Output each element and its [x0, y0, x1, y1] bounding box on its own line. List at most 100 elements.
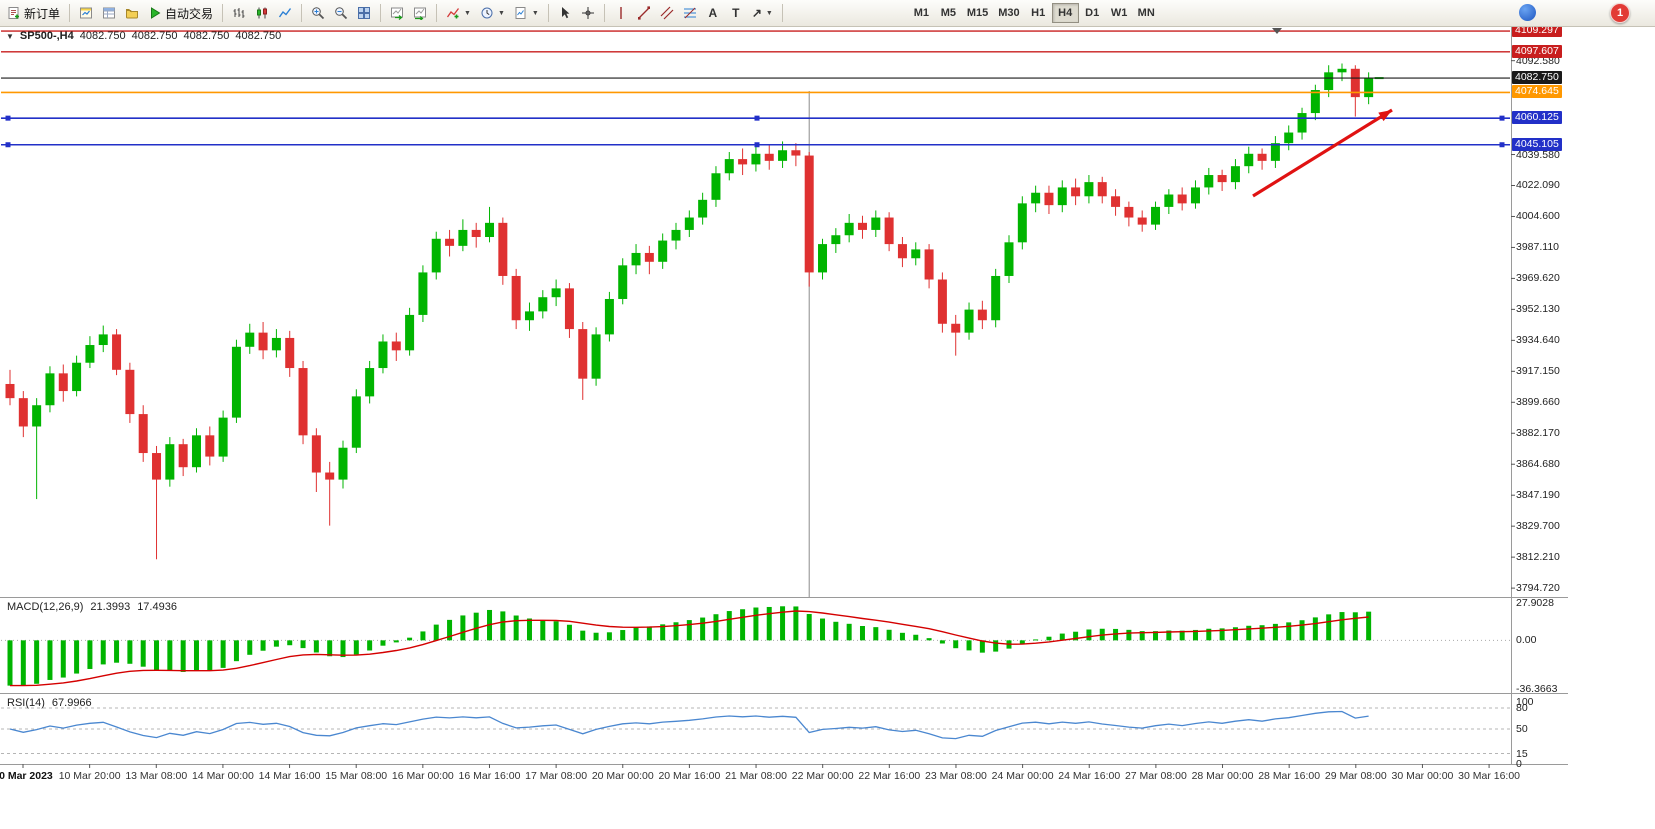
vertical-line-tool-button[interactable] [610, 2, 632, 24]
time-axis-label[interactable]: 15 Mar 08:00 [325, 770, 388, 782]
time-axis-label[interactable]: 10 Mar 20:00 [58, 770, 121, 782]
trendline-tool-button[interactable] [633, 2, 655, 24]
time-axis-label[interactable]: 17 Mar 08:00 [525, 770, 588, 782]
zoom-in-button[interactable] [307, 2, 329, 24]
toolbar-separator [547, 4, 549, 22]
price-line-badge: 4060.125 [1512, 111, 1562, 125]
timeframe-m30-button[interactable]: M30 [993, 3, 1024, 23]
time-axis-label[interactable]: 28 Mar 16:00 [1258, 770, 1321, 782]
zoom-out-button[interactable] [330, 2, 352, 24]
time-axis-label[interactable]: 24 Mar 16:00 [1058, 770, 1121, 782]
blue-circle-icon[interactable] [1519, 4, 1536, 21]
time-axis-label[interactable]: 13 Mar 08:00 [125, 770, 188, 782]
time-axis-label[interactable]: 24 Mar 00:00 [991, 770, 1054, 782]
fibonacci-tool-button[interactable] [679, 2, 701, 24]
auto-trading-label: 自动交易 [165, 6, 214, 21]
candlestick-chart-button[interactable] [251, 2, 273, 24]
bar-chart-icon [233, 8, 245, 18]
periods-button[interactable]: ▼ [476, 2, 509, 24]
auto-trading-icon [151, 7, 161, 19]
time-axis-label[interactable]: 16 Mar 16:00 [458, 770, 521, 782]
chart-title: ▼ SP500-,H4 4082.750 4082.750 4082.750 4… [6, 30, 281, 42]
auto-scroll-button[interactable] [386, 2, 408, 24]
timeframe-d1-button[interactable]: D1 [1079, 3, 1106, 23]
crosshair-button[interactable] [577, 2, 599, 24]
new-order-label: 新订单 [24, 6, 61, 21]
templates-button[interactable]: ▼ [510, 2, 543, 24]
chevron-down-icon: ▼ [531, 9, 539, 17]
toolbar-separator [69, 4, 71, 22]
navigator-button[interactable] [121, 2, 143, 24]
indicators-button[interactable]: ▼ [442, 2, 475, 24]
price-line-badge: 4045.105 [1512, 137, 1562, 151]
channel-tool-button[interactable] [656, 2, 678, 24]
macd-main-value: 21.3993 [90, 601, 131, 613]
line-handle [1499, 115, 1505, 121]
indicators-icon [446, 8, 460, 19]
auto-scroll-icon [391, 7, 404, 20]
chart-shift-icon [414, 7, 427, 20]
chart-shift-button[interactable] [409, 2, 431, 24]
time-axis-label[interactable]: 20 Mar 00:00 [591, 770, 654, 782]
macd-axis-label: -36.3663 [1516, 683, 1558, 695]
time-axis-label[interactable]: 27 Mar 08:00 [1124, 770, 1187, 782]
timeframe-h4-button[interactable]: H4 [1051, 3, 1079, 23]
time-axis-label[interactable]: 22 Mar 16:00 [858, 770, 921, 782]
cursor-button[interactable] [554, 2, 576, 24]
new-order-button[interactable]: 新订单 [3, 2, 64, 24]
price-line-badge: 4074.645 [1512, 85, 1562, 99]
price-tick-label: 3812.210 [1516, 551, 1560, 564]
chart-low-value: 4082.750 [183, 30, 230, 42]
toolbar-separator [781, 4, 783, 22]
time-axis-label[interactable]: 30 Mar 00:00 [1391, 770, 1454, 782]
chart-shift-marker[interactable] [1272, 28, 1282, 34]
timeframe-w1-button[interactable]: W1 [1106, 3, 1133, 23]
chart-canvas[interactable] [0, 27, 1568, 784]
timeframe-m15-button[interactable]: M15 [962, 3, 993, 23]
tile-windows-button[interactable] [353, 2, 375, 24]
crosshair-icon [581, 7, 594, 19]
time-axis-label[interactable]: 30 Mar 16:00 [1458, 770, 1521, 782]
timeframe-m5-button[interactable]: M5 [935, 3, 962, 23]
timeframe-toolbar: M1 M5 M15 M30 H1 H4 D1 W1 MN [908, 3, 1160, 23]
timeframe-h1-button[interactable]: H1 [1025, 3, 1052, 23]
macd-label: MACD(12,26,9) [7, 601, 84, 613]
price-line-badge: 4109.297 [1512, 24, 1562, 38]
time-axis-label[interactable]: 14 Mar 16:00 [258, 770, 321, 782]
price-tick-label: 3899.660 [1516, 396, 1560, 409]
auto-trading-button[interactable]: 自动交易 [144, 2, 217, 24]
symbol-dropdown-icon[interactable]: ▼ [6, 31, 14, 41]
rsi-axis-label: 50 [1516, 723, 1528, 735]
time-axis-label[interactable]: 21 Mar 08:00 [725, 770, 787, 782]
rsi-line [9, 710, 1369, 740]
time-axis-label[interactable]: 16 Mar 00:00 [391, 770, 454, 782]
toolbar-separator [301, 4, 303, 22]
label-tool-button[interactable]: T [725, 2, 747, 24]
chart-window: ▼ SP500-,H4 4082.750 4082.750 4082.750 4… [0, 24, 1568, 784]
time-axis-label[interactable]: 28 Mar 00:00 [1191, 770, 1254, 782]
time-axis-label[interactable]: 20 Mar 16:00 [658, 770, 721, 782]
time-axis-label[interactable]: 29 Mar 08:00 [1324, 770, 1387, 782]
time-axis-label[interactable]: 22 Mar 00:00 [791, 770, 854, 782]
bar-chart-button[interactable] [228, 2, 250, 24]
notification-badge[interactable]: 1 [1610, 3, 1630, 23]
templates-icon [515, 7, 526, 19]
trend-arrow-line[interactable] [1252, 108, 1393, 198]
timeframe-mn-button[interactable]: MN [1133, 3, 1160, 23]
price-tick-label: 4022.090 [1516, 179, 1560, 192]
timeframe-m1-button[interactable]: M1 [908, 3, 935, 23]
price-tick-label: 3987.110 [1516, 241, 1560, 254]
price-tick-label: 3969.620 [1516, 272, 1560, 285]
data-window-button[interactable] [98, 2, 120, 24]
line-chart-button[interactable] [274, 2, 296, 24]
main-toolbar: 新订单 自动交易 ▼ ▼ ▼ A T ↗ ▼ [0, 0, 1655, 27]
shapes-button[interactable]: ↗ ▼ [748, 2, 777, 24]
text-tool-button[interactable]: A [702, 2, 724, 24]
rsi-axis-label: 0 [1516, 758, 1522, 770]
price-tick-label: 3794.720 [1516, 582, 1560, 595]
market-watch-icon [80, 7, 93, 19]
time-axis-label[interactable]: 10 Mar 2023 [0, 770, 53, 782]
market-watch-button[interactable] [75, 2, 97, 24]
time-axis-label[interactable]: 23 Mar 08:00 [925, 770, 987, 782]
time-axis-label[interactable]: 14 Mar 00:00 [191, 770, 254, 782]
